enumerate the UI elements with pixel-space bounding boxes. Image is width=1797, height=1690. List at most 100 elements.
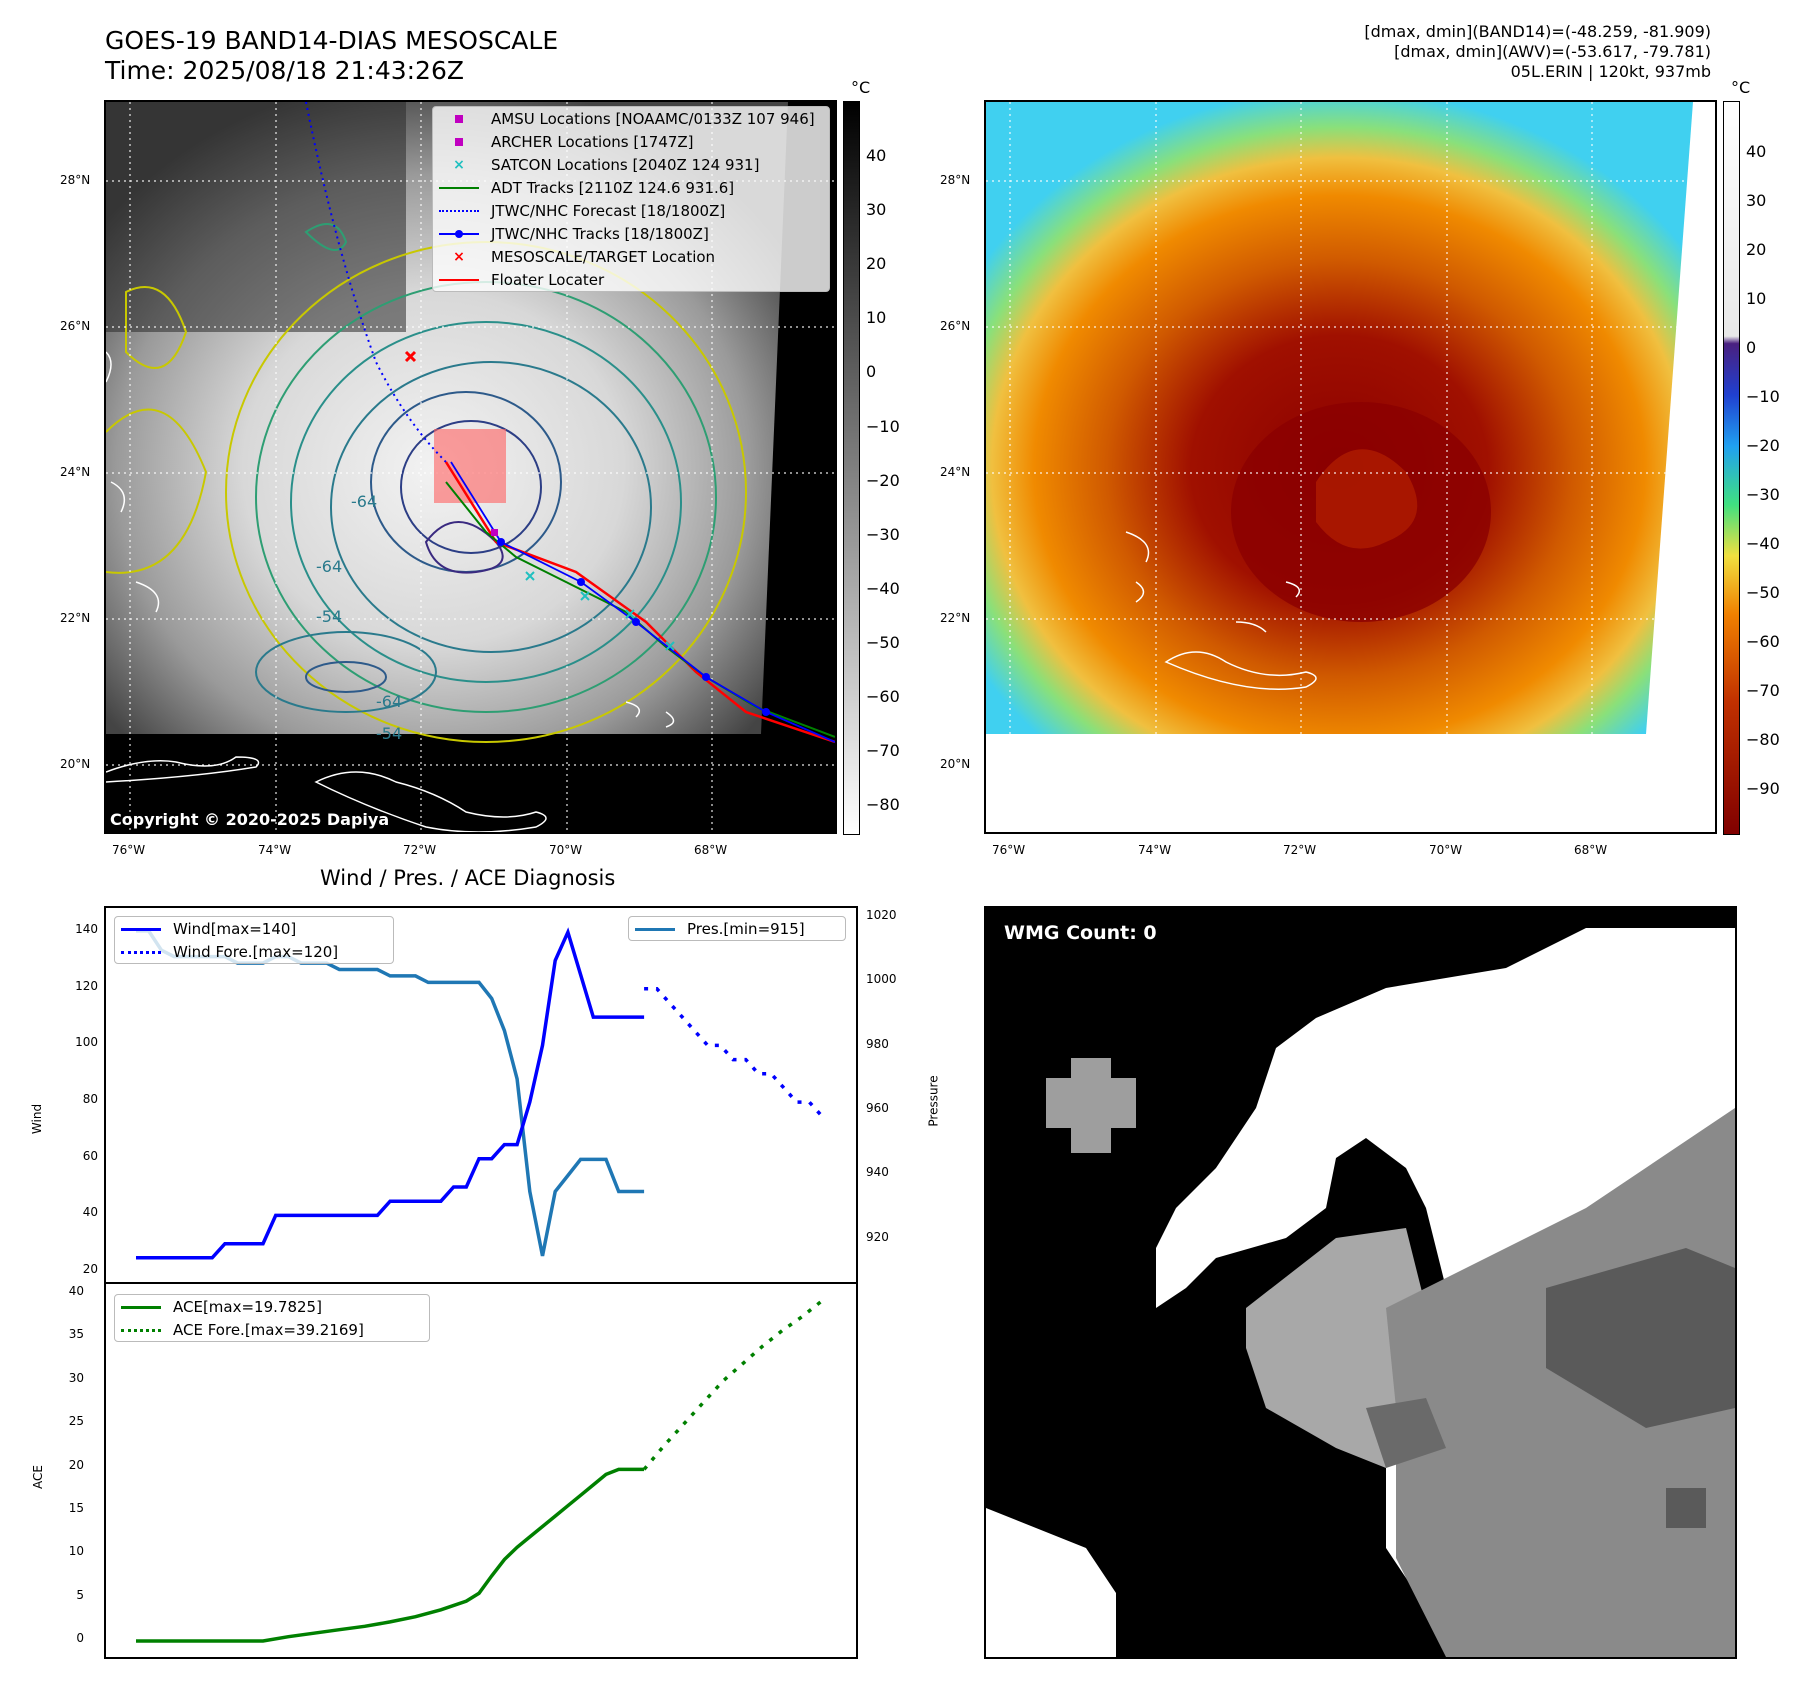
- legend-line-icon: [439, 273, 479, 287]
- colorbar-color-tick: −60: [1746, 632, 1780, 651]
- lon-tick: 72°W: [1283, 843, 1317, 857]
- floater-track: [444, 461, 835, 744]
- colorbar-color-tick: −70: [1746, 681, 1780, 700]
- y-tick: 80: [82, 1092, 98, 1107]
- lon-tick: 68°W: [694, 843, 728, 857]
- legend-item-pressure: Pres.[min=915]: [629, 917, 845, 940]
- legend-dotted-line-icon: [121, 945, 161, 959]
- legend-item-wind: Wind[max=140]: [115, 917, 393, 940]
- lat-tick: 22°N: [60, 611, 91, 625]
- colorbar-color-tick: 0: [1746, 338, 1757, 357]
- legend-x-icon: ×: [453, 156, 465, 173]
- y-tick: 40: [68, 1284, 84, 1298]
- contour-label: -54: [376, 724, 402, 743]
- y-tick: 100: [75, 1035, 98, 1050]
- wmg-count-label: WMG Count: 0: [998, 920, 1163, 946]
- lat-tick: 24°N: [60, 465, 91, 479]
- colorbar-gray-tick: −60: [866, 687, 900, 706]
- legend-item-satcon: × SATCON Locations [2040Z 124 931]: [433, 153, 829, 176]
- legend-dotted-line-icon: [439, 204, 479, 218]
- lat-tick: 24°N: [940, 465, 971, 479]
- legend-line-icon: [121, 922, 161, 936]
- ace-svg: [136, 1299, 824, 1643]
- figure-title: GOES-19 BAND14-DIAS MESOSCALE: [105, 26, 559, 55]
- colorbar-gray-unit: °C: [851, 78, 871, 97]
- legend-line-icon: [121, 1300, 161, 1314]
- ir-map-panel: -64 -64 -54 -64 -54 AMSU Locations [NOAA…: [104, 100, 837, 834]
- colorbar-gray: [843, 101, 860, 835]
- legend-item-amsu: AMSU Locations [NOAAMC/0133Z 107 946]: [433, 107, 829, 130]
- colorbar-gray-tick: 10: [866, 308, 887, 328]
- colorbar-gray-tick: −40: [866, 578, 900, 598]
- figure-time: Time: 2025/08/18 21:43:26Z: [105, 56, 464, 85]
- y-tick: 980: [866, 1036, 889, 1051]
- lon-tick: 68°W: [1574, 843, 1608, 857]
- lat-tick: 28°N: [60, 173, 91, 187]
- y-tick: 140: [75, 922, 98, 937]
- legend-x-icon: ×: [453, 248, 465, 265]
- colorbar-color-tick: −80: [1746, 730, 1780, 749]
- legend-dotted-line-icon: [121, 1323, 161, 1337]
- y-tick: 0: [76, 1631, 84, 1645]
- map-legend: AMSU Locations [NOAAMC/0133Z 107 946] AR…: [432, 106, 830, 292]
- colorbar-gray-tick: 30: [866, 200, 887, 220]
- info-awv: [dmax, dmin](AWV)=(-53.617, -79.781): [1394, 42, 1711, 61]
- colorbar-color-tick: −50: [1746, 583, 1780, 602]
- y-tick: 960: [866, 1101, 889, 1116]
- series-line-pres-min-915: [136, 929, 645, 1257]
- colorbar-color-tick: −40: [1746, 534, 1780, 553]
- legend-square-icon: [439, 112, 479, 126]
- legend-item-ace: ACE[max=19.7825]: [115, 1295, 429, 1318]
- contour-label: -54: [316, 607, 342, 626]
- wind-pressure-svg: [136, 927, 824, 1260]
- legend-item-tracks: JTWC/NHC Tracks [18/1800Z]: [433, 222, 829, 245]
- legend-item-adt: ADT Tracks [2110Z 124.6 931.6]: [433, 176, 829, 199]
- colorbar-color-tick: −30: [1746, 485, 1780, 504]
- contour-label: -64: [376, 692, 402, 711]
- y-tick: 10: [68, 1544, 84, 1559]
- lat-tick: 26°N: [940, 319, 971, 333]
- pressure-axis-label: Pressure: [926, 1075, 941, 1127]
- colorbar-gray-tick: −70: [866, 741, 900, 761]
- series-line-ace-fore-max-39-2169: [642, 1299, 824, 1471]
- info-band14: [dmax, dmin](BAND14)=(-48.259, -81.909): [1364, 22, 1711, 41]
- lon-tick: 76°W: [992, 843, 1026, 857]
- y-tick: 30: [68, 1370, 84, 1385]
- colorbar-gray-tick: 40: [866, 146, 887, 165]
- y-tick: 5: [76, 1587, 84, 1602]
- lon-tick: 70°W: [549, 843, 583, 857]
- colorbar-color-tick: 30: [1746, 191, 1767, 210]
- contour-label: -64: [351, 492, 377, 511]
- contour-label: -64: [316, 557, 342, 576]
- colorbar-color-tick: 20: [1746, 240, 1767, 259]
- colorbar-color-tick: −10: [1746, 387, 1780, 406]
- legend-item-ace-forecast: ACE Fore.[max=39.2169]: [115, 1318, 429, 1341]
- series-line-wind-max-140: [136, 927, 645, 1260]
- enhanced-ir-svg: [986, 102, 1715, 832]
- target-marker: [404, 350, 417, 363]
- colorbar-gray-tick: −10: [866, 416, 900, 436]
- lon-tick: 70°W: [1429, 843, 1463, 857]
- y-tick: 25: [68, 1414, 84, 1429]
- colorbar-color-tick: 40: [1746, 142, 1767, 161]
- y-tick: 20: [82, 1262, 98, 1276]
- colorbar-gray-tick: −20: [866, 470, 900, 490]
- colorbar-gray-tick: 20: [866, 254, 887, 274]
- legend-line-dot-icon: [439, 227, 479, 241]
- legend-item-archer: ARCHER Locations [1747Z]: [433, 130, 829, 153]
- legend-square-icon: [439, 135, 479, 149]
- lat-tick: 20°N: [60, 757, 91, 771]
- wmg-svg: [986, 908, 1735, 1657]
- wind-legend: Wind[max=140] Wind Fore.[max=120]: [114, 916, 394, 964]
- diagnosis-title: Wind / Pres. / ACE Diagnosis: [320, 866, 616, 890]
- lon-tick: 74°W: [258, 843, 292, 857]
- lat-tick: 26°N: [60, 319, 91, 333]
- series-line-ace-max-19-7825: [136, 1467, 645, 1643]
- floater-box: [434, 429, 506, 503]
- colorbar-color-unit: °C: [1731, 78, 1751, 97]
- colorbar-color: [1723, 101, 1740, 835]
- y-tick: 20: [68, 1457, 84, 1472]
- lat-tick: 22°N: [940, 611, 971, 625]
- lon-tick: 74°W: [1138, 843, 1172, 857]
- y-tick: 120: [75, 978, 98, 993]
